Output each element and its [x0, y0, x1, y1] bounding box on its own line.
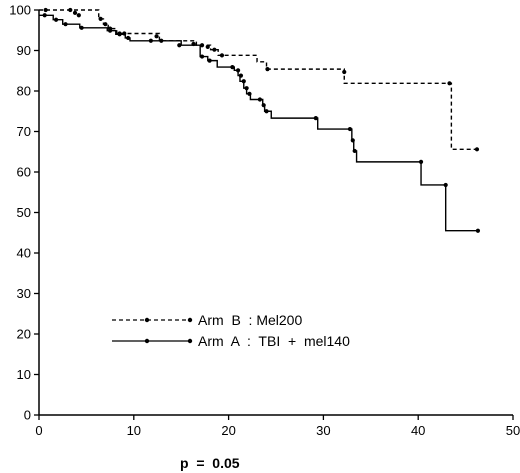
censor-mark-arm-b: [205, 44, 210, 49]
censor-mark-arm-a: [261, 103, 266, 108]
series-layer: [39, 7, 481, 233]
censor-mark-arm-b: [342, 69, 347, 75]
legend-marker-arm-a-left: [144, 338, 150, 344]
censor-mark-arm-a: [350, 138, 355, 143]
censor-mark-arm-a: [264, 109, 269, 114]
x-tick-label: 10: [127, 423, 141, 438]
censor-mark-arm-b: [447, 81, 452, 86]
y-tick-label: 10: [17, 367, 31, 382]
censor-mark-arm-a: [230, 65, 235, 70]
censor-mark-arm-b: [43, 7, 48, 13]
series-arm-b: [39, 7, 480, 152]
censor-mark-arm-a: [238, 73, 244, 78]
censor-mark-arm-a: [247, 91, 252, 96]
censor-mark-arm-b: [98, 16, 103, 22]
y-tick-label: 100: [9, 3, 31, 18]
x-tick-label: 30: [316, 423, 330, 438]
legend-item-arm-b: Arm B : Mel200: [112, 312, 302, 328]
censor-mark-arm-a: [108, 28, 113, 33]
censor-mark-arm-a: [347, 126, 353, 132]
series-arm-a: [39, 13, 481, 233]
x-tick-label: 50: [506, 423, 520, 438]
legend-marker-arm-a-right: [187, 338, 193, 344]
y-tick-label: 80: [17, 84, 31, 99]
p-value-annotation: p = 0.05: [180, 455, 240, 471]
censor-mark-arm-a: [63, 22, 68, 27]
censor-mark-arm-a: [313, 116, 318, 121]
censor-mark-arm-b: [68, 7, 73, 13]
censor-mark-arm-b: [103, 22, 108, 27]
censor-mark-arm-a: [79, 25, 84, 30]
censor-mark-arm-a: [235, 68, 241, 73]
censor-mark-arm-a: [126, 35, 131, 41]
censor-mark-arm-a: [42, 13, 47, 18]
y-tick-label: 30: [17, 286, 31, 301]
y-tick-label: 20: [17, 327, 31, 342]
legend-marker-arm-b-left: [144, 317, 150, 323]
censor-mark-arm-a: [244, 86, 249, 91]
censor-mark-arm-a: [241, 79, 246, 84]
legend-marker-arm-b-right: [187, 317, 193, 323]
censor-mark-arm-b: [219, 53, 225, 58]
censor-mark-arm-b: [265, 67, 270, 72]
censor-mark-arm-a: [257, 97, 262, 102]
censor-mark-arm-a: [475, 228, 481, 233]
y-tick-label: 0: [24, 408, 31, 423]
y-ticks: 0 10 20 30 40 50 60 70 80 90 100: [9, 3, 39, 423]
x-tick-label: 40: [411, 423, 425, 438]
y-tick-label: 40: [17, 246, 31, 261]
axes: [38, 10, 513, 416]
series-line-arm-b: [39, 9, 477, 151]
x-tick-label: 20: [221, 423, 235, 438]
censor-mark-arm-b: [212, 47, 217, 52]
censor-mark-arm-a: [117, 32, 122, 37]
censor-mark-arm-b: [72, 10, 78, 15]
legend-item-arm-a: Arm A : TBI + mel140: [112, 333, 350, 349]
legend: Arm B : Mel200 Arm A : TBI + mel140: [112, 312, 350, 349]
y-tick-label: 50: [17, 205, 31, 220]
censor-mark-arm-b: [76, 13, 81, 18]
x-tick-label: 0: [35, 423, 42, 438]
censor-mark-arm-a: [352, 148, 357, 154]
censor-mark-arm-b: [199, 43, 205, 48]
legend-label-arm-b: Arm B : Mel200: [198, 312, 302, 328]
censor-mark-arm-a: [418, 159, 424, 164]
y-tick-label: 70: [17, 124, 31, 139]
censor-mark-arm-a: [207, 58, 212, 63]
censor-mark-arm-a: [148, 38, 153, 43]
legend-label-arm-a: Arm A : TBI + mel140: [198, 333, 350, 349]
series-line-arm-a: [39, 14, 478, 232]
censor-mark-arm-b: [474, 147, 480, 152]
censor-mark-arm-a: [443, 182, 448, 188]
x-ticks: 0 10 20 30 40 50: [35, 415, 520, 438]
censor-mark-arm-a: [199, 54, 205, 59]
censor-mark-arm-b: [154, 34, 159, 39]
censor-mark-arm-a: [177, 43, 182, 48]
censor-mark-arm-a: [53, 17, 59, 22]
y-tick-label: 60: [17, 165, 31, 180]
y-tick-label: 90: [17, 43, 31, 58]
